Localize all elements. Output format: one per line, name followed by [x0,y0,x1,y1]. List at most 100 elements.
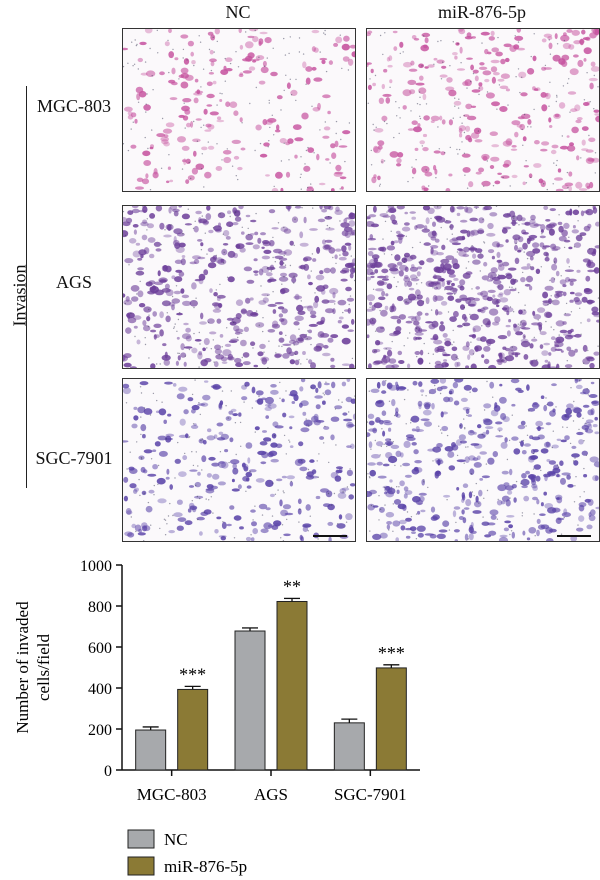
stained-cell [520,217,526,222]
membrane-pore [475,207,478,209]
stained-cell [409,211,416,214]
stained-cell [286,82,291,89]
stained-cell [373,145,379,153]
stained-cell [213,225,222,232]
stained-cell [152,311,157,317]
stained-cell [586,318,591,323]
stained-cell [478,82,483,87]
stained-cell [413,38,420,41]
membrane-pore [324,33,326,36]
stained-cell [232,413,238,417]
membrane-pore [372,288,375,290]
stained-cell [571,29,580,36]
stained-cell [351,51,355,58]
membrane-pore [405,423,407,425]
stained-cell [309,228,318,231]
membrane-pore [469,391,471,393]
stained-cell [245,55,253,62]
stained-cell [274,425,284,429]
stained-cell [434,347,440,353]
stained-cell [483,418,493,426]
stained-cell [342,130,351,135]
stained-cell [508,319,512,323]
stained-cell [314,295,320,303]
membrane-pore [260,285,262,287]
stained-cell [135,270,145,276]
membrane-pore [152,392,155,395]
stained-cell [456,459,466,463]
stained-cell [478,66,488,70]
stained-cell [395,537,399,541]
row-label-ags: AGS [55,272,92,292]
stained-cell [271,323,280,329]
stained-cell [493,279,502,285]
stained-cell [123,230,129,238]
membrane-pore [455,521,457,524]
membrane-pore [200,126,202,129]
membrane-pore [332,256,334,259]
stained-cell [143,306,152,313]
stained-cell [390,315,400,320]
membrane-pore [283,492,285,494]
stained-cell [583,102,590,106]
membrane-pore [212,227,215,229]
stained-cell [246,310,254,317]
y-tick-label: 1000 [80,558,112,575]
membrane-pore [144,337,146,339]
stained-cell [411,120,418,125]
membrane-pore [311,105,313,108]
stained-cell [405,535,411,539]
stained-cell [458,127,463,134]
stained-cell [433,266,441,273]
membrane-pore [249,470,251,473]
stained-cell [255,478,265,483]
membrane-pore [319,51,321,53]
stained-cell [511,145,517,148]
stained-cell [487,289,496,293]
stained-cell [169,97,178,101]
membrane-pore [301,459,303,461]
membrane-pore [136,293,138,295]
stained-cell [502,213,511,218]
membrane-pore [219,92,221,94]
membrane-pore [139,280,141,283]
stained-cell [539,513,546,516]
stained-cell [508,524,513,529]
membrane-pore [346,486,349,488]
membrane-pore [568,236,570,238]
stained-cell [218,535,227,538]
stained-cell [510,278,516,285]
membrane-pore [403,398,406,401]
membrane-pore [410,422,412,424]
stained-cell [402,89,412,97]
stained-cell [501,307,508,311]
membrane-pore [123,143,125,145]
membrane-pore [558,334,560,336]
stained-cell [458,29,466,35]
stained-cell [526,237,535,241]
stained-cell [181,294,190,299]
stained-cell [491,101,500,107]
stained-cell [396,157,402,164]
stained-cell [443,359,448,362]
stained-cell [499,297,509,303]
stained-cell [424,37,429,44]
stained-cell [521,113,531,120]
x-tick-label: AGS [254,785,288,804]
stained-cell [498,536,509,541]
membrane-pore [506,458,509,461]
stained-cell [412,380,418,386]
stained-cell [462,272,471,279]
stained-cell [543,33,553,38]
stained-cell [576,155,580,161]
membrane-pore [198,366,200,368]
stained-cell [396,318,402,324]
stained-cell [565,407,572,415]
stained-cell [478,217,485,224]
stained-cell [399,480,405,487]
stained-cell [517,249,522,253]
stained-cell [482,208,488,211]
stained-cell [444,338,451,342]
stained-cell [444,446,454,452]
